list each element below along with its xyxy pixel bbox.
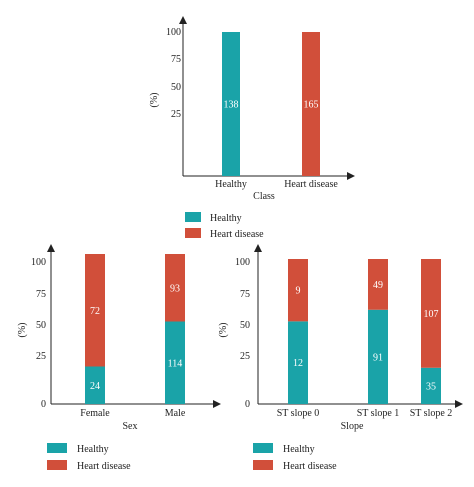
y-tick-label: 50: [240, 320, 250, 331]
legend-label-healthy: Healthy: [210, 213, 242, 224]
sex-x-axis-title: Sex: [123, 421, 138, 432]
y-tick-label: 100: [31, 257, 46, 268]
bar-data-label: 12: [293, 358, 303, 369]
legend-swatch-heart-disease: [185, 228, 201, 238]
bar-segment: [288, 321, 308, 404]
legend-swatch-healthy: [47, 443, 67, 453]
y-tick-label: 75: [240, 289, 250, 300]
y-tick-label: 25: [36, 351, 46, 362]
bar-segment: [288, 259, 308, 322]
slope-x-axis-title: Slope: [341, 421, 364, 432]
legend-label-heart-disease: Heart disease: [283, 461, 337, 472]
slope-legend: Healthy Heart disease: [253, 443, 337, 472]
class-y-ticks: 100 75 50 25: [166, 27, 181, 120]
class-x-axis-title: Class: [253, 191, 275, 202]
x-tick-label: Female: [80, 408, 110, 419]
x-tick-label: Healthy: [215, 179, 247, 190]
bar-data-label: 24: [90, 381, 100, 392]
sex-y-axis-title: (%): [17, 323, 28, 338]
bar-data-label: 72: [90, 306, 100, 317]
legend-swatch-healthy: [253, 443, 273, 453]
x-tick-label: ST slope 1: [357, 408, 400, 419]
y-tick-label: 0: [41, 399, 46, 410]
y-tick-label: 75: [171, 54, 181, 65]
class-bars: 138 165: [222, 32, 320, 176]
y-tick-label: 0: [245, 399, 250, 410]
bar-data-label: 138: [224, 100, 239, 111]
bar-segment: [165, 321, 185, 404]
bar-segment: [368, 309, 388, 404]
bar-segment: [85, 254, 105, 367]
bar-segment: [165, 254, 185, 322]
class-legend: Healthy Heart disease: [185, 212, 264, 240]
slope-bars: 12 9 91 49 35 107: [288, 259, 441, 404]
slope-y-ticks: 100 75 50 25 0: [235, 257, 250, 410]
bar-data-label: 9: [296, 286, 301, 297]
bar-segment: [222, 32, 240, 176]
class-y-axis-title: (%): [149, 93, 160, 108]
bar-data-label: 49: [373, 280, 383, 291]
bar-data-label: 107: [424, 309, 439, 320]
legend-swatch-healthy: [185, 212, 201, 222]
sex-bars: 24 72 114 93: [85, 254, 185, 404]
bar-data-label: 114: [168, 358, 183, 369]
sex-legend: Healthy Heart disease: [47, 443, 131, 472]
bar-data-label: 35: [426, 381, 436, 392]
class-chart: 100 75 50 25 (%) 138 165 Healthy Heart di…: [149, 16, 355, 240]
legend-swatch-heart-disease: [253, 460, 273, 470]
legend-swatch-heart-disease: [47, 460, 67, 470]
bar-segment: [302, 32, 320, 176]
legend-label-healthy: Healthy: [77, 444, 109, 455]
y-tick-label: 100: [166, 27, 181, 38]
x-tick-label: ST slope 0: [277, 408, 320, 419]
y-tick-label: 50: [36, 320, 46, 331]
y-tick-label: 50: [171, 82, 181, 93]
bar-segment: [368, 259, 388, 310]
bar-data-label: 165: [304, 100, 319, 111]
x-tick-label: ST slope 2: [410, 408, 453, 419]
legend-label-heart-disease: Heart disease: [77, 461, 131, 472]
bar-data-label: 91: [373, 352, 383, 363]
x-tick-label: Male: [165, 408, 186, 419]
y-tick-label: 25: [171, 109, 181, 120]
x-tick-label: Heart disease: [284, 179, 338, 190]
bar-segment: [421, 259, 441, 368]
slope-chart: 100 75 50 25 0 (%) 12 9 91 49 35 107 ST slope…: [218, 244, 463, 472]
y-tick-label: 100: [235, 257, 250, 268]
y-tick-label: 75: [36, 289, 46, 300]
bar-segment: [421, 367, 441, 404]
legend-label-heart-disease: Heart disease: [210, 229, 264, 240]
sex-chart: 100 75 50 25 0 (%) 24 72 114 93 Female Male…: [17, 244, 221, 472]
sex-y-ticks: 100 75 50 25 0: [31, 257, 46, 410]
legend-label-healthy: Healthy: [283, 444, 315, 455]
y-tick-label: 25: [240, 351, 250, 362]
slope-y-axis-title: (%): [218, 323, 229, 338]
bar-segment: [85, 366, 105, 404]
bar-data-label: 93: [170, 283, 180, 294]
